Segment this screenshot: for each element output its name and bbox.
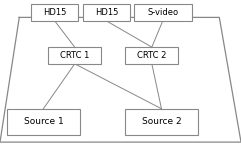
Text: Source 1: Source 1 — [24, 117, 63, 126]
FancyBboxPatch shape — [134, 4, 192, 21]
Text: HD15: HD15 — [43, 8, 67, 17]
FancyBboxPatch shape — [125, 47, 178, 64]
Text: CRTC 1: CRTC 1 — [60, 51, 89, 60]
Text: CRTC 2: CRTC 2 — [137, 51, 167, 60]
FancyBboxPatch shape — [31, 4, 78, 21]
FancyBboxPatch shape — [125, 109, 198, 135]
Text: HD15: HD15 — [95, 8, 118, 17]
Text: S-video: S-video — [147, 8, 178, 17]
FancyBboxPatch shape — [7, 109, 80, 135]
FancyBboxPatch shape — [83, 4, 130, 21]
FancyBboxPatch shape — [48, 47, 101, 64]
Text: Source 2: Source 2 — [142, 117, 181, 126]
